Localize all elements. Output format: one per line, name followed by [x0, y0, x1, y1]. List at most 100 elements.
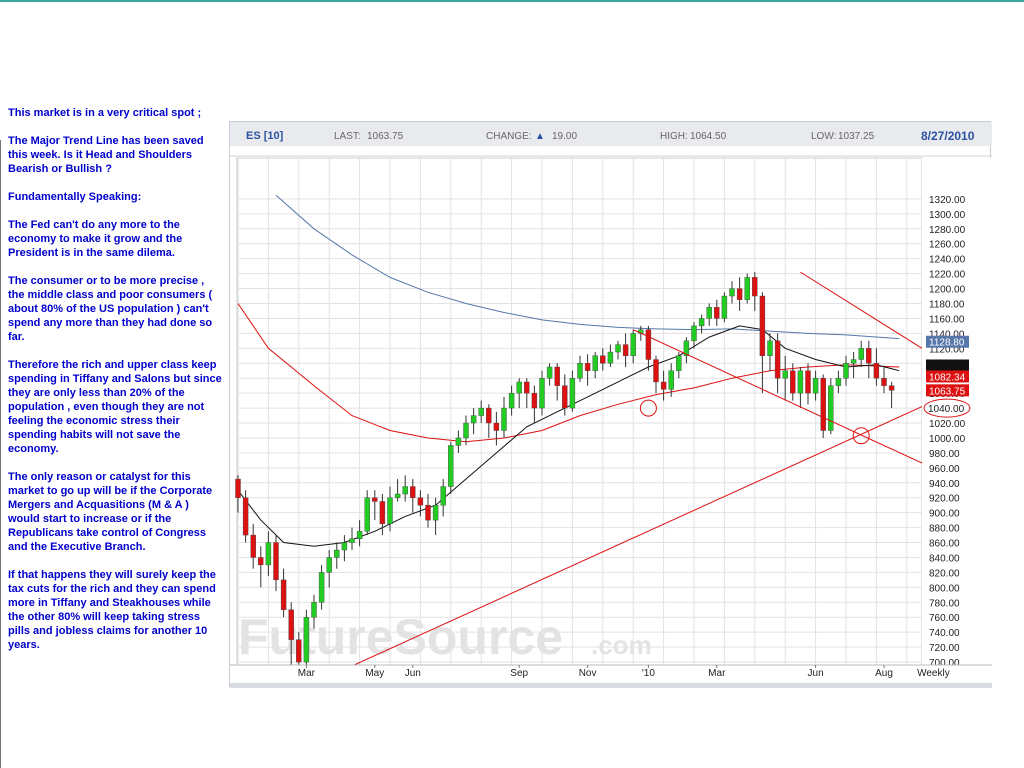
candle	[767, 333, 773, 371]
candle	[273, 535, 279, 592]
candle-body	[676, 355, 682, 371]
y-tick-label: 980.00	[929, 449, 960, 460]
candle	[303, 609, 310, 670]
candle-body	[797, 370, 804, 394]
y-tick-label: 1320.00	[929, 195, 966, 206]
candle-body	[501, 407, 507, 431]
candle-body	[432, 504, 439, 521]
candle-body	[729, 288, 735, 297]
candle-body	[683, 340, 690, 356]
candle	[326, 550, 332, 588]
trendline	[306, 406, 923, 688]
candle	[516, 378, 522, 409]
candle	[402, 475, 408, 502]
candle-body	[508, 392, 515, 409]
candle-body	[805, 370, 811, 394]
candle-body	[592, 355, 598, 371]
trendline	[632, 329, 938, 471]
y-tick-label: 780.00	[929, 598, 960, 609]
candle-body	[774, 340, 781, 379]
candle-body	[539, 378, 545, 409]
candle-body	[402, 486, 408, 495]
candle	[873, 348, 880, 386]
candle	[691, 322, 697, 349]
candle-body	[531, 392, 538, 409]
candle	[706, 303, 712, 326]
candle	[782, 355, 788, 401]
candle	[577, 355, 583, 382]
candle	[615, 340, 621, 360]
change-value: 19.00	[552, 131, 577, 142]
annotation-circle	[639, 399, 657, 417]
candle-body	[615, 344, 621, 353]
price-tag-text: 1040.00	[928, 404, 965, 415]
candle	[592, 352, 598, 379]
candle	[387, 486, 393, 532]
candle	[539, 370, 545, 416]
candle	[660, 370, 667, 401]
candle	[288, 602, 294, 670]
candle	[546, 363, 553, 386]
y-tick-label: 1280.00	[929, 225, 966, 236]
candle-body	[387, 497, 393, 525]
candle	[858, 340, 864, 367]
y-tick-label: 920.00	[929, 494, 960, 505]
candle	[828, 378, 834, 435]
candle-body	[866, 348, 872, 364]
commentary-paragraph: The only reason or catalyst for this mar…	[8, 471, 213, 553]
x-axis: Mar May Jun Sep Nov '10 Mar Jun Aug Weekly	[230, 664, 992, 688]
candle	[364, 490, 370, 536]
candle-body	[744, 277, 750, 300]
candle-body	[372, 497, 378, 502]
high-value: 1064.50	[690, 131, 727, 142]
candle	[463, 415, 469, 446]
candle-body	[349, 538, 355, 543]
x-tick-label: Sep	[510, 668, 528, 679]
candle	[797, 366, 804, 409]
price-tag-circle	[923, 398, 971, 418]
commentary-paragraph: This market is in a very critical spot ;	[8, 107, 202, 119]
candle	[630, 329, 636, 364]
candle-body	[410, 486, 416, 498]
y-tick-label: 800.00	[929, 583, 960, 594]
candle-body	[493, 422, 500, 431]
candle-body	[752, 277, 758, 297]
candle-body	[318, 572, 325, 603]
candle-body	[455, 437, 462, 446]
candle	[524, 378, 530, 409]
y-tick-label: 1000.00	[929, 434, 966, 445]
candle-body	[341, 542, 348, 551]
y-tick-label: 860.00	[929, 539, 960, 550]
candle	[759, 292, 766, 394]
candle	[622, 333, 629, 367]
candles	[235, 272, 895, 687]
candle	[372, 490, 378, 521]
candle-body	[417, 497, 424, 506]
candle-body	[691, 325, 697, 342]
candle	[531, 385, 538, 424]
candle	[835, 370, 842, 394]
top-rule	[0, 0, 1024, 2]
candle	[379, 493, 386, 536]
candle-body	[470, 415, 477, 424]
low-value: 1037.25	[838, 131, 875, 142]
y-tick-label: 700.00	[929, 658, 960, 669]
x-tick-label: Jun	[405, 668, 421, 679]
commentary-paragraph: The Fed can't do any more to the economy…	[8, 219, 183, 259]
y-tick-label: 1240.00	[929, 255, 966, 266]
candle-body	[888, 385, 895, 391]
bottom-scrollbar	[230, 683, 992, 688]
y-tick-label: 960.00	[929, 464, 960, 475]
candle-body	[812, 378, 819, 394]
candle	[843, 355, 849, 386]
candle	[478, 400, 484, 424]
candle-body	[721, 295, 728, 319]
candle	[714, 299, 720, 326]
candle-body	[569, 378, 576, 409]
y-tick-label: 840.00	[929, 553, 960, 564]
candle-body	[554, 366, 560, 386]
candle	[554, 363, 560, 401]
left-rule	[0, 140, 1, 768]
price-tag: 1128.80	[926, 335, 969, 349]
candle	[250, 523, 256, 569]
